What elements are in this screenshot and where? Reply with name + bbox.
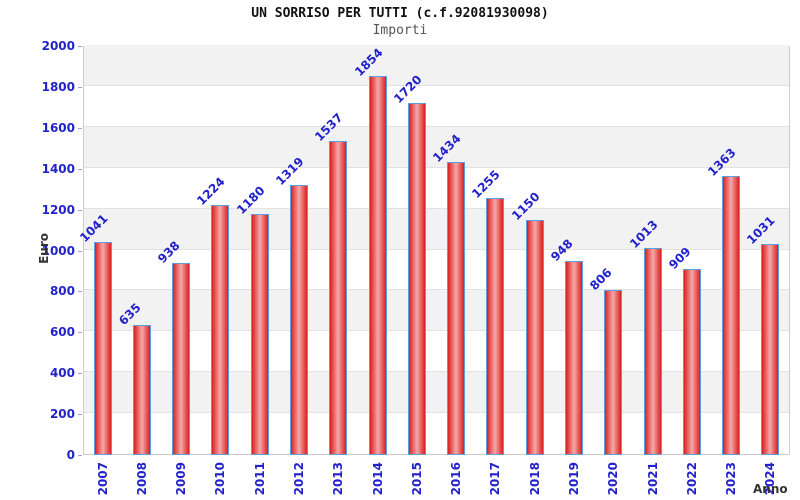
gridline — [84, 289, 789, 291]
bar — [722, 176, 741, 455]
bar — [643, 247, 662, 455]
y-tick-label: 1000 — [41, 243, 75, 258]
plot-band — [84, 413, 789, 454]
y-tick-mark — [78, 455, 82, 456]
y-tick-mark — [78, 414, 82, 416]
bar — [604, 290, 623, 455]
bar — [407, 103, 426, 455]
gridline — [84, 248, 789, 250]
plot-band — [84, 372, 789, 414]
x-tick-label: 2007 — [95, 462, 110, 496]
plot-band — [84, 126, 789, 168]
y-tick-mark — [78, 209, 82, 211]
bar — [368, 75, 387, 455]
chart-subtitle: Importi — [372, 23, 428, 38]
y-tick-label: 1200 — [41, 202, 75, 217]
x-tick-label: 2009 — [174, 462, 189, 496]
y-tick-mark — [78, 373, 82, 375]
x-tick-label: 2015 — [409, 462, 424, 496]
x-tick-label: 2020 — [606, 462, 621, 496]
y-tick-label: 400 — [49, 366, 75, 381]
y-tick-label: 800 — [49, 284, 75, 299]
bar — [329, 140, 348, 455]
gridline — [84, 84, 789, 86]
plot-band — [84, 85, 789, 127]
x-tick-label: 2018 — [527, 462, 542, 496]
y-tick-mark — [78, 250, 82, 252]
y-tick-label: 1800 — [41, 79, 75, 94]
bar — [172, 263, 191, 455]
bar — [211, 204, 230, 455]
plot-band — [84, 331, 789, 373]
bar — [525, 219, 544, 455]
y-tick-mark — [78, 291, 82, 293]
x-tick-label: 2008 — [134, 462, 149, 496]
x-tick-label: 2012 — [292, 462, 307, 496]
x-tick-label: 2021 — [645, 462, 660, 496]
bar — [682, 269, 701, 455]
y-tick-label: 200 — [49, 407, 75, 422]
bar — [564, 261, 583, 455]
bar — [132, 325, 151, 455]
y-tick-mark — [78, 332, 82, 334]
plot-band — [84, 45, 789, 86]
gridline — [84, 207, 789, 209]
bar — [486, 198, 505, 455]
gridline — [84, 330, 789, 332]
x-tick-label: 2010 — [213, 462, 228, 496]
bar — [250, 213, 269, 455]
x-tick-label: 2022 — [684, 462, 699, 496]
gridline — [84, 371, 789, 373]
x-tick-label: 2016 — [449, 462, 464, 496]
y-tick-label: 1400 — [41, 161, 75, 176]
plot-area — [83, 45, 790, 455]
gridline — [84, 412, 789, 414]
y-tick-mark — [78, 168, 82, 170]
bar — [93, 242, 112, 455]
bar — [290, 185, 309, 455]
x-tick-label: 2014 — [370, 462, 385, 496]
bar — [761, 244, 780, 455]
plot-band — [84, 167, 789, 209]
plot-band — [84, 208, 789, 250]
y-tick-label: 600 — [49, 325, 75, 340]
gridline — [84, 125, 789, 127]
x-tick-label: 2017 — [488, 462, 503, 496]
y-tick-label: 0 — [66, 448, 75, 462]
x-tick-label: 2013 — [331, 462, 346, 496]
plot-band — [84, 290, 789, 332]
x-axis-title: Anno — [753, 482, 788, 496]
chart-title: UN SORRISO PER TUTTI (c.f.92081930098) — [251, 6, 549, 21]
y-tick-mark — [78, 86, 82, 88]
y-tick-mark — [78, 46, 82, 47]
gridline — [84, 166, 789, 168]
x-tick-label: 2019 — [566, 462, 581, 496]
x-tick-label: 2023 — [724, 462, 739, 496]
x-tick-label: 2011 — [252, 462, 267, 496]
bar — [447, 161, 466, 455]
y-axis-title: Euro — [37, 232, 51, 264]
plot-band — [84, 249, 789, 291]
y-tick-label: 1600 — [41, 120, 75, 135]
y-tick-mark — [78, 127, 82, 129]
y-tick-label: 2000 — [41, 39, 75, 53]
